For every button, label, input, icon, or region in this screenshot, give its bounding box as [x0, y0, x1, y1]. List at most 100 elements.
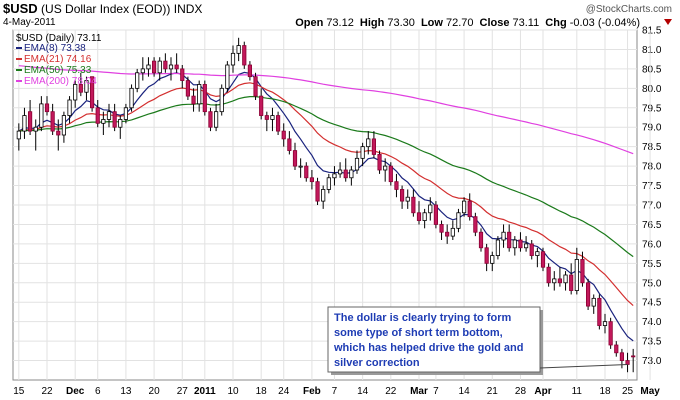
candle-body [450, 227, 455, 237]
candle-body [275, 115, 281, 132]
candle-body [197, 84, 202, 105]
candle-body [106, 111, 112, 120]
candle-body [304, 165, 309, 179]
symbol-title: $USD (US Dollar Index (EOD)) INDX [3, 1, 202, 16]
candle-body [101, 119, 106, 124]
x-tick-label: Mar [410, 386, 428, 397]
chart-date: 4-May-2011 [3, 17, 56, 28]
y-tick-label: 73.5 [642, 337, 662, 348]
candle-body [495, 239, 500, 256]
chg-down-icon [664, 19, 672, 25]
x-tick-label: 24 [278, 386, 290, 397]
candle-body [16, 130, 21, 140]
candle-body [433, 204, 438, 225]
candle-body [580, 259, 585, 284]
x-tick-label: 28 [515, 386, 527, 397]
candle-body [484, 247, 489, 264]
candle-body [399, 189, 405, 202]
candle-body [225, 64, 230, 89]
x-tick-label: 22 [385, 386, 397, 397]
x-tick-label: Feb [303, 386, 321, 397]
candle-body [377, 154, 382, 171]
candle-body [27, 111, 33, 132]
close-value: 73.11 [512, 17, 540, 29]
low-value: 72.70 [445, 17, 474, 29]
candle-body [507, 231, 512, 249]
candle-body [236, 45, 241, 54]
y-tick-label: 76.5 [642, 220, 662, 231]
y-tick-label: 74.5 [642, 298, 662, 309]
candle-body [191, 95, 196, 105]
candle-body [230, 52, 236, 66]
y-tick-label: 79.0 [642, 123, 662, 134]
candle-body [461, 200, 467, 214]
candle-body [33, 126, 38, 132]
y-tick-label: 74.0 [642, 317, 662, 328]
y-tick-label: 80.5 [642, 64, 662, 75]
candle-body [383, 165, 388, 171]
y-tick-label: 77.5 [642, 181, 662, 192]
candle-body [180, 68, 185, 81]
x-tick-label: 14 [459, 386, 471, 397]
x-tick-label: 18 [599, 386, 611, 397]
annotation-line: some type of short term bottom, [334, 327, 503, 339]
candle-body [597, 297, 602, 326]
candle-body [61, 115, 66, 136]
candle-body [563, 274, 568, 284]
x-tick-label: 20 [149, 386, 161, 397]
exchange: INDX [173, 2, 203, 16]
candle-body [174, 64, 179, 70]
candle-body [118, 119, 123, 128]
y-tick-label: 77.0 [642, 201, 662, 212]
candle-body [168, 64, 174, 70]
x-tick-label: 27 [177, 386, 189, 397]
candle-body [95, 107, 100, 124]
high-value: 73.30 [387, 17, 415, 29]
symbol: $USD [3, 1, 38, 16]
candle-body [608, 321, 613, 346]
candle-body [535, 251, 540, 256]
candle-body [123, 107, 129, 120]
candle-body [315, 181, 320, 202]
candle-body [281, 130, 286, 140]
candle-body [185, 80, 191, 97]
x-tick-label: 15 [13, 386, 25, 397]
candle-body [625, 360, 630, 365]
open-label: Open [295, 17, 324, 29]
ema-line [18, 65, 634, 155]
candle-body [44, 103, 50, 113]
candle-body [287, 138, 292, 151]
candle-body [428, 204, 433, 214]
x-tick-label: 18 [256, 386, 268, 397]
candle-body [411, 196, 416, 214]
stockcharts-brand[interactable]: @StockCharts.com [585, 4, 672, 15]
candle-body [360, 146, 365, 159]
x-tick-label: 10 [227, 386, 239, 397]
candle-body [546, 266, 551, 284]
candle-body [501, 231, 506, 241]
y-tick-label: 75.0 [642, 278, 662, 289]
candle-body [540, 251, 546, 268]
candle-body [388, 165, 393, 183]
y-tick-label: 81.5 [642, 26, 662, 37]
x-tick-label: 2011 [194, 386, 216, 397]
candle-body [39, 103, 44, 128]
candle-body [439, 224, 444, 233]
legend-item: EMA(200) 78.04 [24, 76, 97, 87]
annotation-line: silver correction [334, 357, 420, 369]
candle-body [247, 64, 253, 78]
x-tick-label: May [640, 386, 660, 397]
chg-label: Chg [545, 17, 567, 29]
annotation-line: which has helped drive the gold and [333, 342, 523, 354]
candle-body [422, 212, 427, 221]
candle-body [467, 200, 472, 218]
candle-body [332, 173, 337, 179]
candle-body [298, 165, 303, 168]
candle-body [242, 45, 247, 66]
candle-body [259, 95, 264, 116]
symbol-name: (US Dollar Index (EOD)) [41, 2, 171, 16]
y-tick-label: 80.0 [642, 84, 662, 95]
annotation-line: The dollar is clearly trying to form [334, 312, 511, 324]
candle-body [456, 212, 461, 229]
x-tick-label: 14 [357, 386, 369, 397]
